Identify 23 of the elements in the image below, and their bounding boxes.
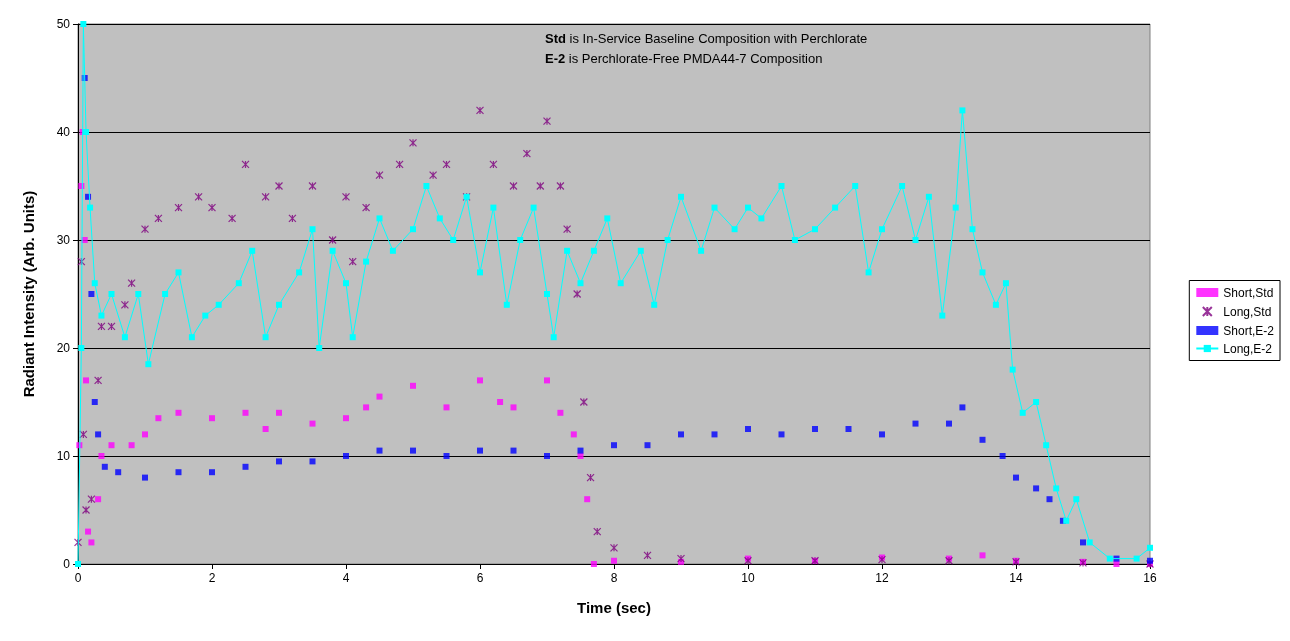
x-axis-title: Time (sec)	[577, 599, 651, 616]
y-tick-label: 20	[56, 341, 71, 355]
y-tick-label: 50	[56, 17, 71, 31]
annotation: Std is In-Service Baseline Composition with Perchlorate	[545, 31, 868, 46]
x-tick-label: 16	[1143, 571, 1157, 585]
x-tick-label: 0	[74, 571, 82, 585]
x-tick-label: 8	[610, 571, 618, 585]
legend-label: Short,E-2	[1223, 323, 1275, 338]
x-tick-label: 14	[1009, 571, 1023, 585]
y-tick-label: 10	[56, 449, 71, 463]
x-tick-label: 6	[476, 571, 484, 585]
annotation: E-2 is Perchlorate-Free PMDA44-7 Composition	[545, 51, 823, 66]
y-tick-label: 40	[56, 125, 71, 139]
legend-label: Long,E-2	[1223, 341, 1273, 356]
x-tick-label: 10	[741, 571, 755, 585]
legend-label: Short,Std	[1223, 285, 1274, 300]
x-tick-label: 2	[208, 571, 216, 585]
x-tick-label: 12	[875, 571, 889, 585]
y-tick-label: 0	[63, 557, 71, 571]
legend-label: Long,Std	[1223, 304, 1272, 319]
y-axis-title: Radiant Intensity (Arb. Units)	[20, 190, 37, 398]
x-tick-label: 4	[342, 571, 350, 585]
y-tick-label: 30	[56, 233, 71, 247]
